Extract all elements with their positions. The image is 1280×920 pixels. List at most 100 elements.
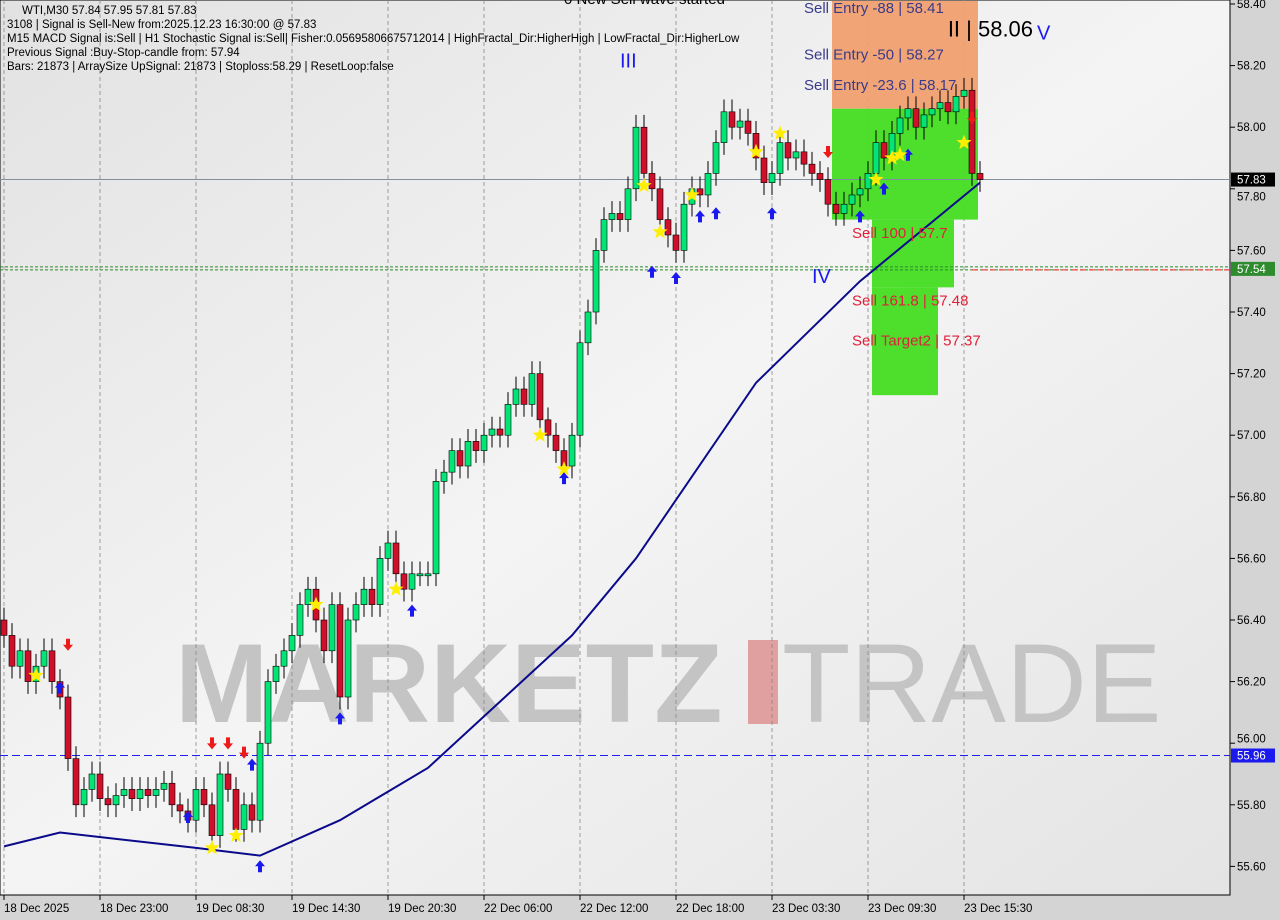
bear-candle	[208, 804, 216, 836]
bull-candle	[568, 434, 576, 467]
bear-candle	[664, 219, 672, 236]
levels	[0, 179, 1230, 757]
bull-candle	[376, 558, 384, 605]
buy-arrow-icon	[903, 148, 913, 161]
bear-candle	[24, 650, 32, 682]
price-tag	[1231, 748, 1275, 763]
bull-candle	[704, 173, 712, 196]
bull-candle	[352, 604, 360, 621]
x-axis: 18 Dec 2025 18 Dec 23:00 19 Dec 08:30 19 De…	[3, 895, 1032, 915]
star-icon	[652, 223, 668, 239]
bear-candle	[944, 102, 952, 113]
bear-candle	[8, 635, 16, 667]
bear-candle	[520, 388, 528, 405]
bear-candle	[672, 234, 680, 251]
bear-candle	[96, 773, 104, 799]
annotation-label: Sell 161.8 | 57.48	[852, 293, 968, 310]
bear-candle	[224, 773, 232, 790]
bull-candle	[632, 126, 640, 190]
buy-arrow-icon	[55, 681, 65, 694]
sell-arrow-icon	[223, 737, 233, 750]
buy-arrow-icon	[711, 207, 721, 220]
bear-candle	[744, 120, 752, 134]
bear-candle	[800, 151, 808, 165]
bull-candle	[360, 588, 368, 605]
bull-candle	[504, 404, 512, 436]
x-tick-label: 19 Dec 20:30	[388, 903, 456, 915]
x-tick-label: 23 Dec 09:30	[868, 903, 936, 915]
y-tick-label: 57.00	[1237, 430, 1266, 442]
bull-candle	[480, 434, 488, 451]
bear-candle	[552, 434, 560, 451]
bull-candle	[160, 782, 168, 790]
star-icon	[556, 461, 572, 476]
bull-candle	[592, 250, 600, 313]
markers	[28, 112, 977, 873]
price-tag-label: 55.96	[1237, 751, 1266, 763]
bull-candle	[920, 114, 928, 128]
bear-candle	[72, 758, 80, 806]
bear-candle	[880, 142, 888, 159]
bull-candle	[792, 151, 800, 159]
star-icon	[684, 187, 700, 202]
bear-candle	[784, 142, 792, 159]
bull-candle	[680, 203, 688, 251]
bull-candle	[112, 795, 120, 806]
x-tick-label: 19 Dec 08:30	[196, 903, 264, 915]
bull-candle	[856, 188, 864, 196]
bull-candle	[960, 89, 968, 97]
x-tick-label: 18 Dec 2025	[4, 903, 69, 915]
y-tick-label: 55.60	[1237, 861, 1266, 873]
watermark-left: MARKETZ	[175, 621, 722, 746]
y-tick-label: 56.60	[1237, 553, 1266, 565]
bull-candle	[464, 441, 472, 467]
bear-candle	[176, 804, 184, 812]
bull-candle	[512, 388, 520, 405]
buy-arrow-icon	[695, 210, 705, 223]
y-tick-label: 56.00	[1237, 734, 1266, 746]
bear-candle	[832, 203, 840, 214]
annotation-label: Sell Entry -23.6 | 58.17	[804, 77, 956, 94]
star-icon	[748, 143, 764, 159]
bull-candle	[136, 789, 144, 799]
buy-arrow-icon	[559, 472, 569, 485]
price-tag	[1231, 172, 1275, 187]
bull-candle	[296, 604, 304, 636]
star-icon	[28, 667, 44, 682]
y-tick-label: 55.80	[1237, 800, 1266, 812]
y-tick-label: 56.40	[1237, 615, 1266, 627]
y-tick-label: 58.40	[1237, 0, 1266, 11]
bull-candle	[192, 789, 200, 821]
bull-candle	[872, 142, 880, 174]
bear-candle	[816, 173, 824, 180]
y-tick-label: 56.80	[1237, 492, 1266, 504]
bull-candle	[440, 471, 448, 482]
buy-arrow-icon	[255, 860, 265, 873]
bear-candle	[640, 126, 648, 174]
bear-candle	[392, 542, 400, 575]
watermark-bar	[748, 640, 778, 724]
annotation-label: Sell Entry -50 | 58.27	[804, 46, 944, 63]
bear-candle	[616, 213, 624, 220]
star-icon	[884, 150, 900, 165]
bull-candle	[288, 635, 296, 652]
bear-candle	[824, 179, 832, 205]
x-tick-label: 22 Dec 12:00	[580, 903, 648, 915]
zones	[832, 0, 978, 396]
y-tick-label: 57.60	[1237, 245, 1266, 257]
star-icon	[892, 146, 908, 162]
annotation-label: 0 New Sell wave started	[564, 0, 725, 8]
bear-candle	[232, 789, 240, 830]
bull-candle	[432, 481, 440, 575]
bear-candle	[144, 789, 152, 796]
annotations: Sell Entry -88 | 58.41 Sell Entry -50 | 5…	[564, 0, 1051, 350]
bear-candle	[128, 789, 136, 799]
buy-arrow-icon	[879, 182, 889, 195]
bull-candle	[776, 142, 784, 174]
star-icon	[956, 134, 972, 150]
star-icon	[532, 427, 548, 442]
price-tag-label: 57.83	[1237, 175, 1266, 187]
bull-candle	[528, 373, 536, 405]
bull-candle	[80, 789, 88, 806]
